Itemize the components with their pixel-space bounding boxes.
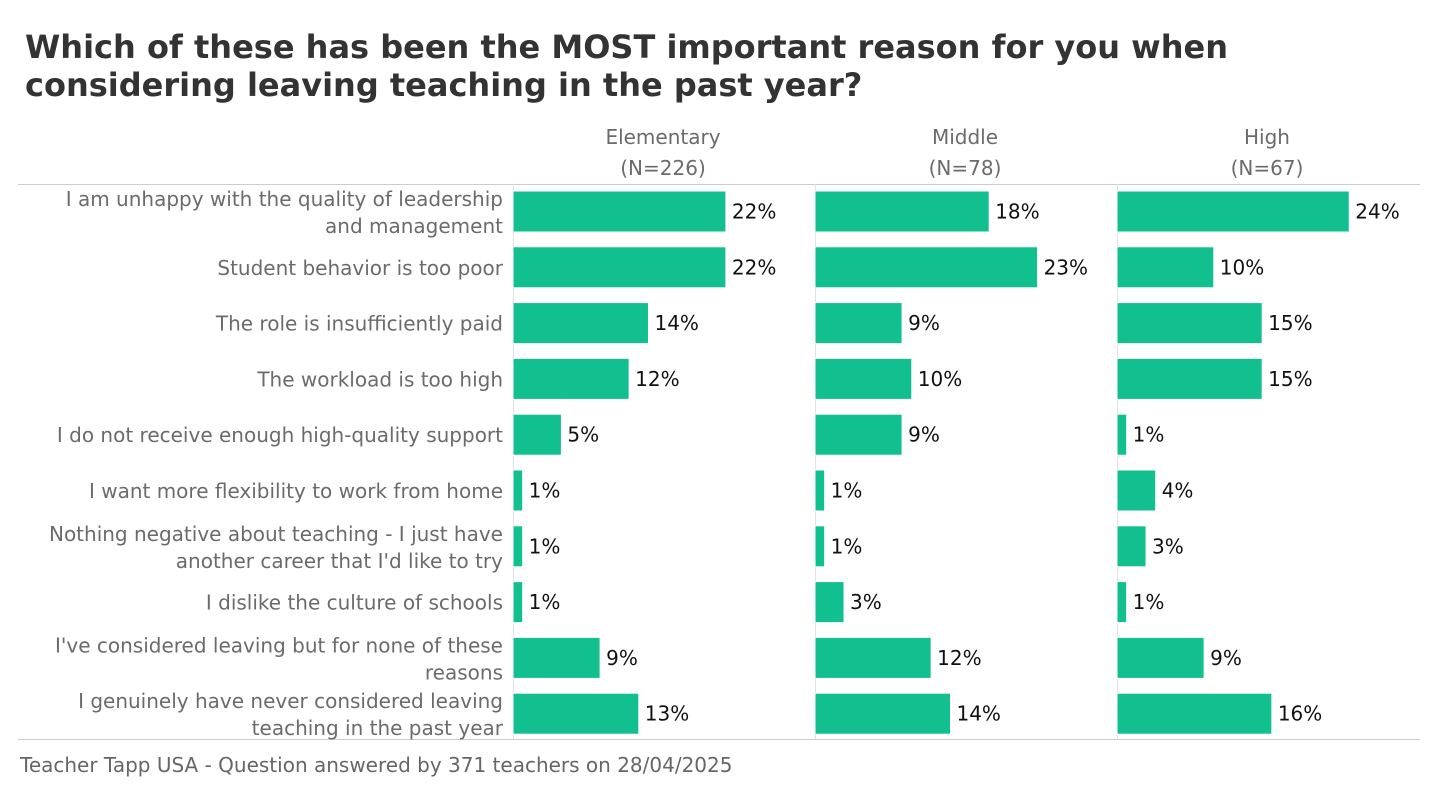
- category-label: Student behavior is too poor: [217, 256, 503, 280]
- bar: [814, 190, 990, 233]
- bar: [814, 357, 913, 400]
- data-label: 18%: [995, 200, 1039, 224]
- bar: [1116, 469, 1157, 512]
- data-label: 10%: [1220, 255, 1264, 279]
- category-label: I've considered leaving but for none of …: [55, 633, 503, 657]
- panel-header-n: (N=67): [1231, 156, 1304, 180]
- bar: [814, 469, 826, 512]
- bar: [1116, 302, 1263, 345]
- data-label: 3%: [1152, 534, 1184, 558]
- category-label: reasons: [425, 660, 503, 684]
- bar: [814, 525, 826, 568]
- data-label: 3%: [850, 590, 882, 614]
- bar: [814, 581, 845, 624]
- bar: [1116, 190, 1350, 233]
- category-label: The workload is too high: [256, 367, 503, 391]
- data-label: 1%: [529, 590, 561, 614]
- category-label: I am unhappy with the quality of leaders…: [66, 187, 503, 211]
- data-label: 1%: [831, 479, 863, 503]
- category-label: and management: [325, 214, 503, 238]
- bar: [512, 525, 524, 568]
- data-label: 1%: [529, 534, 561, 558]
- category-label: The role is insufficiently paid: [215, 312, 503, 336]
- data-label: 9%: [908, 423, 940, 447]
- data-label: 15%: [1268, 367, 1312, 391]
- bar: [512, 581, 524, 624]
- bar: [1116, 246, 1215, 289]
- bar: [1116, 692, 1273, 735]
- chart-title: Which of these has been the MOST importa…: [25, 28, 1228, 104]
- data-label: 23%: [1044, 255, 1088, 279]
- panel-header-name: Middle: [932, 125, 998, 149]
- category-label: another career that I'd like to try: [176, 549, 503, 573]
- panel-header-name: Elementary: [605, 125, 720, 149]
- data-label: 4%: [1162, 479, 1194, 503]
- category-label: I dislike the culture of schools: [206, 591, 503, 615]
- bar: [1116, 525, 1147, 568]
- bar: [512, 469, 524, 512]
- bar: [1116, 581, 1128, 624]
- data-label: 1%: [1133, 423, 1165, 447]
- data-label: 16%: [1278, 702, 1322, 726]
- bar: [814, 636, 932, 679]
- data-label: 13%: [645, 702, 689, 726]
- data-label: 10%: [918, 367, 962, 391]
- category-label: I genuinely have never considered leavin…: [78, 689, 503, 713]
- bar: [1116, 357, 1263, 400]
- data-label: 12%: [635, 367, 679, 391]
- bar: [814, 302, 903, 345]
- data-label: 22%: [732, 255, 776, 279]
- data-label: 12%: [937, 646, 981, 670]
- data-label: 15%: [1268, 311, 1312, 335]
- data-label: 1%: [831, 534, 863, 558]
- data-label: 22%: [732, 200, 776, 224]
- bar: [512, 636, 601, 679]
- category-label: I want more flexibility to work from hom…: [89, 479, 503, 503]
- bar: [512, 190, 727, 233]
- data-label: 14%: [956, 702, 1000, 726]
- bar: [512, 692, 640, 735]
- data-label: 24%: [1355, 200, 1399, 224]
- bar: [512, 413, 562, 456]
- data-label: 9%: [908, 311, 940, 335]
- footer-source: Teacher Tapp USA - Question answered by …: [20, 753, 733, 777]
- data-label: 9%: [606, 646, 638, 670]
- bar: [814, 413, 903, 456]
- panel-header-name: High: [1244, 125, 1290, 149]
- panel-header-n: (N=78): [929, 156, 1002, 180]
- bar: [512, 246, 727, 289]
- data-label: 9%: [1210, 646, 1242, 670]
- category-label: Nothing negative about teaching - I just…: [49, 522, 503, 546]
- category-label: I do not receive enough high-quality sup…: [57, 423, 503, 447]
- bar: [1116, 636, 1205, 679]
- bar: [512, 302, 649, 345]
- bar: [814, 692, 951, 735]
- data-label: 1%: [529, 479, 561, 503]
- category-label: teaching in the past year: [252, 716, 504, 740]
- data-label: 14%: [654, 311, 698, 335]
- bar: [814, 246, 1039, 289]
- data-label: 5%: [567, 423, 599, 447]
- bar: [1116, 413, 1128, 456]
- bar: [512, 357, 630, 400]
- panel-header-n: (N=226): [620, 156, 706, 180]
- data-label: 1%: [1133, 590, 1165, 614]
